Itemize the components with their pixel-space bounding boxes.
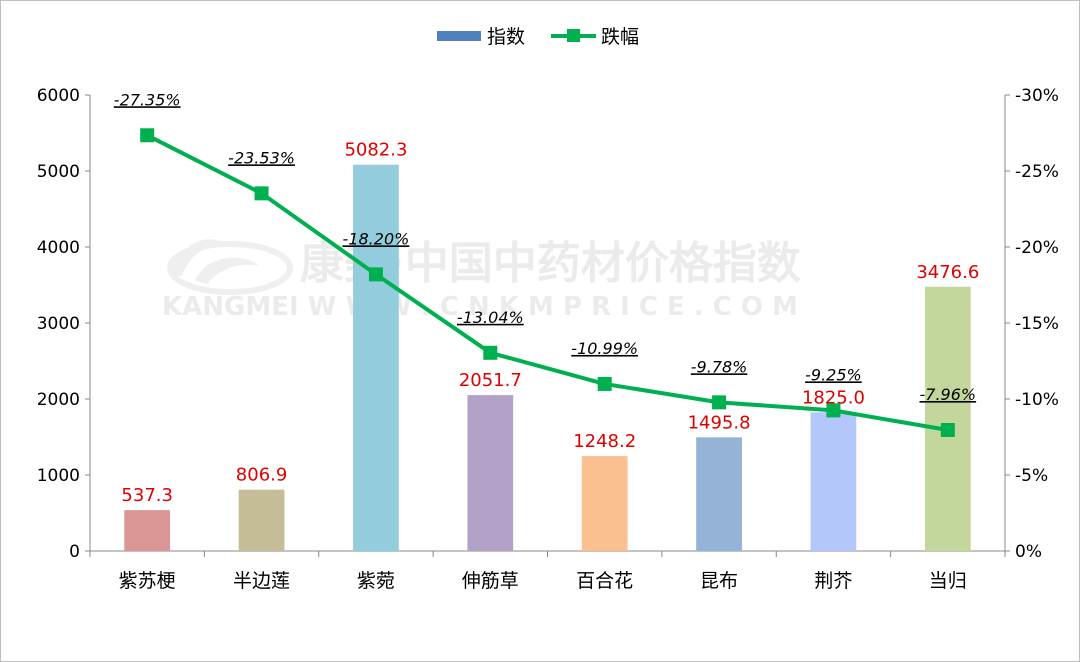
line-point bbox=[140, 128, 155, 143]
right-tick-label: -20% bbox=[1015, 238, 1059, 258]
left-tick-label: 0 bbox=[69, 542, 80, 562]
line-point bbox=[940, 423, 955, 438]
legend-swatch-marker bbox=[567, 29, 580, 42]
left-tick-label: 6000 bbox=[37, 86, 80, 106]
bar bbox=[238, 489, 285, 551]
line-value-label: -7.96% bbox=[920, 385, 977, 404]
bar bbox=[924, 286, 971, 551]
legend: 指数 跌幅 bbox=[437, 26, 639, 48]
line-point bbox=[368, 267, 383, 282]
line-series bbox=[140, 128, 955, 438]
line-value-label: -18.20% bbox=[343, 229, 410, 248]
bar-value-label: 5082.3 bbox=[344, 140, 407, 161]
line-point bbox=[712, 395, 727, 410]
line-value-label: -9.25% bbox=[805, 365, 862, 384]
legend-label-line: 跌幅 bbox=[601, 26, 639, 48]
line-value-label: -13.04% bbox=[457, 308, 524, 327]
right-tick-label: -25% bbox=[1015, 162, 1059, 182]
line-value-label: -27.35% bbox=[114, 90, 181, 109]
category-label: 百合花 bbox=[576, 570, 633, 592]
category-label: 紫菀 bbox=[357, 570, 395, 592]
left-tick-label: 5000 bbox=[37, 162, 80, 182]
line-point bbox=[826, 403, 841, 418]
category-label: 紫苏梗 bbox=[119, 570, 176, 592]
bar-value-label: 1495.8 bbox=[688, 412, 751, 433]
category-label: 半边莲 bbox=[233, 570, 290, 592]
line-value-label: -9.78% bbox=[691, 357, 748, 376]
bar-value-labels: 537.3 806.9 5082.3 2051.7 1248.2 1495.8 1825.0… bbox=[121, 140, 979, 506]
bar-series bbox=[124, 164, 971, 552]
bar-value-label: 1825.0 bbox=[802, 387, 865, 408]
bar bbox=[124, 510, 171, 551]
category-labels: 紫苏梗 半边莲 紫菀 伸筋草 百合花 昆布 荆芥 当归 bbox=[119, 570, 967, 592]
watermark-emblem-icon bbox=[167, 239, 293, 295]
watermark-logo: 康美·中国中药材价格指数 KANGMEI W W W . C N K M P R… bbox=[162, 238, 801, 322]
line-value-labels: -27.35% -23.53% -18.20% -13.04% -10.99% -9.78… bbox=[114, 90, 976, 404]
bar-value-label: 2051.7 bbox=[459, 370, 522, 391]
right-tick-label: 0% bbox=[1015, 542, 1042, 562]
series-line bbox=[146, 133, 949, 432]
bar-value-label: 3476.6 bbox=[916, 262, 979, 283]
bar bbox=[581, 456, 628, 551]
right-tick-label: -15% bbox=[1015, 314, 1059, 334]
legend-label-bar: 指数 bbox=[487, 26, 525, 48]
x-axis-ticks bbox=[89, 551, 1006, 557]
line-value-label: -23.53% bbox=[228, 148, 295, 167]
left-tick-label: 3000 bbox=[37, 314, 80, 334]
bar-value-label: 537.3 bbox=[121, 485, 173, 506]
legend-swatch-bar bbox=[437, 31, 481, 41]
bar bbox=[696, 437, 742, 551]
left-axis-ticks: 0 1000 2000 3000 4000 5000 6000 bbox=[37, 86, 90, 562]
bar-value-label: 806.9 bbox=[236, 465, 288, 486]
category-label: 伸筋草 bbox=[462, 570, 519, 592]
left-tick-label: 4000 bbox=[37, 238, 80, 258]
right-tick-label: -10% bbox=[1015, 390, 1059, 410]
line-point bbox=[597, 376, 612, 391]
bar bbox=[810, 412, 857, 551]
right-axis-ticks: 0% -5% -10% -15% -20% -25% -30% bbox=[1005, 86, 1059, 562]
bar bbox=[353, 164, 399, 552]
right-tick-label: -30% bbox=[1015, 86, 1059, 106]
line-point bbox=[254, 186, 269, 201]
line-point bbox=[483, 345, 498, 360]
line-value-label: -10.99% bbox=[571, 339, 638, 358]
category-label: 昆布 bbox=[700, 570, 738, 592]
bar bbox=[467, 395, 514, 551]
bar-value-label: 1248.2 bbox=[573, 431, 636, 452]
watermark-line2: KANGMEI W W W . C N K M P R I C E . C O … bbox=[162, 292, 798, 322]
category-label: 荆芥 bbox=[814, 570, 852, 592]
right-tick-label: -5% bbox=[1015, 466, 1048, 486]
left-tick-label: 2000 bbox=[37, 390, 80, 410]
left-tick-label: 1000 bbox=[37, 466, 80, 486]
category-label: 当归 bbox=[929, 570, 967, 592]
